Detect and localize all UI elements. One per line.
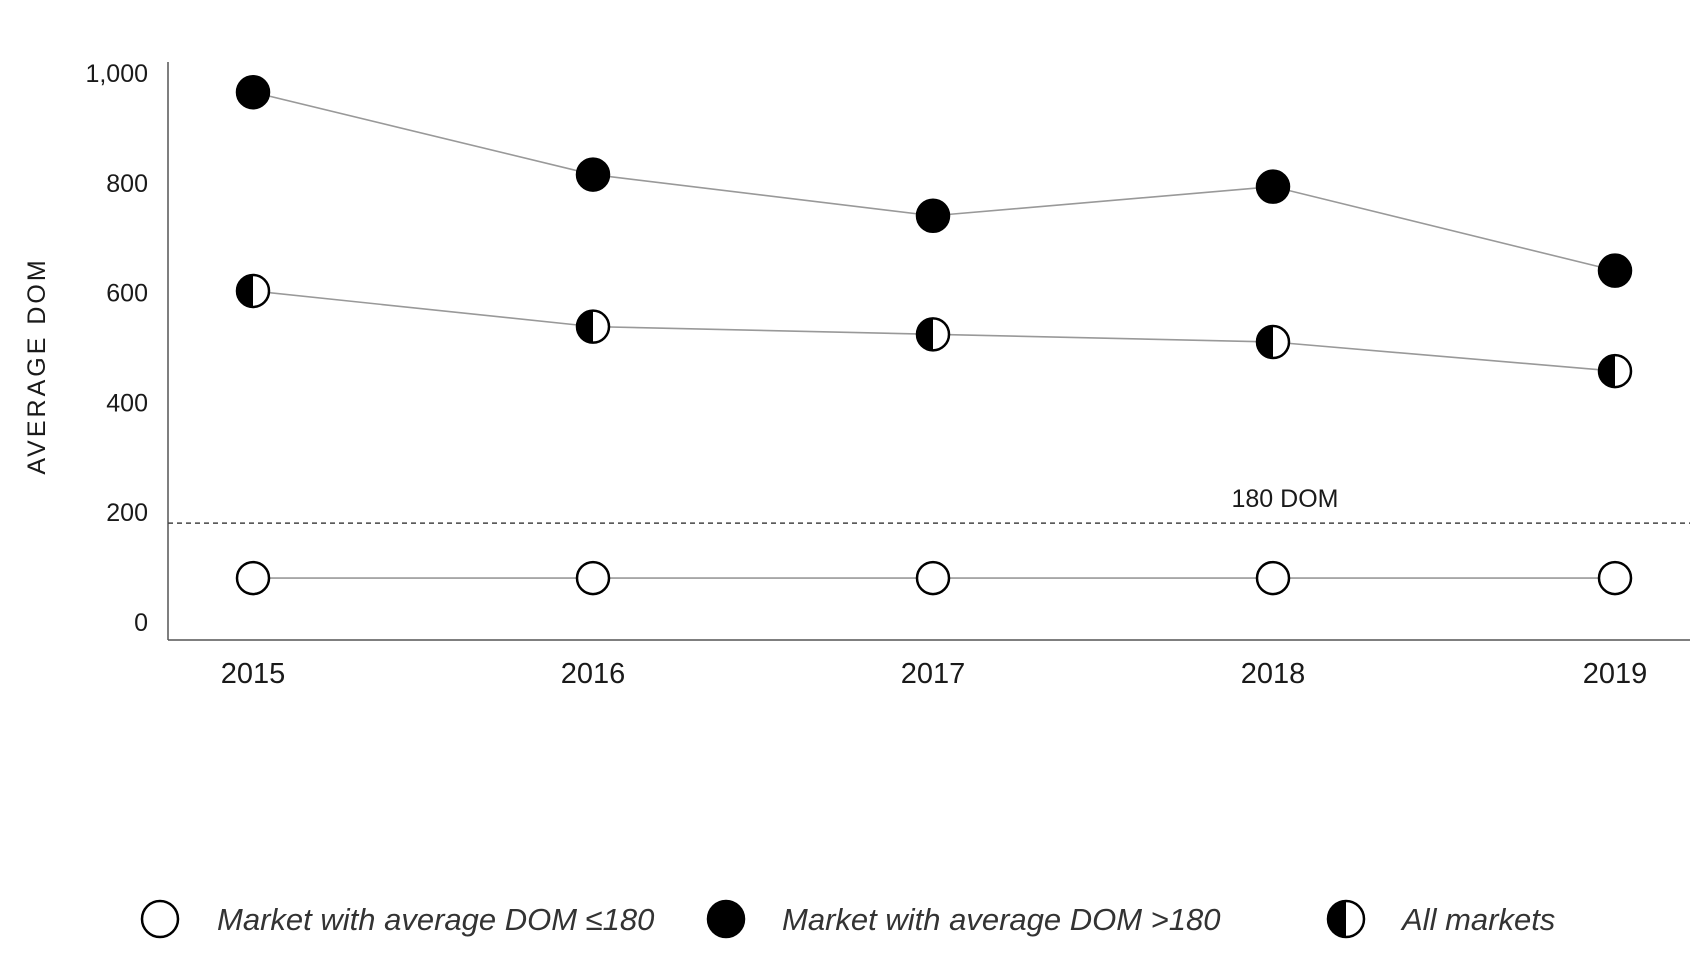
y-axis-label: AVERAGE DOM: [23, 257, 51, 474]
data-point: [235, 560, 271, 596]
legend-marker: [1326, 899, 1366, 939]
data-point: [1255, 324, 1291, 360]
y-tick-label: 400: [106, 389, 148, 417]
legend-label: All markets: [1400, 902, 1555, 937]
data-point: [915, 198, 951, 233]
data-point: [235, 74, 271, 110]
y-tick-label: 1,000: [85, 60, 148, 88]
y-tick-label: 0: [134, 609, 148, 637]
y-tick-label: 800: [106, 170, 148, 198]
data-point: [575, 309, 611, 344]
x-tick-label: 2015: [221, 658, 286, 690]
x-tick-label: 2017: [901, 658, 966, 690]
y-ticks: 0 200 400 600 800 1,000: [85, 60, 148, 637]
x-tick-label: 2019: [1583, 658, 1648, 690]
data-point: [1255, 560, 1291, 596]
x-ticks: 2015 2016 2017 2018 2019: [221, 658, 1648, 690]
y-tick-label: 200: [106, 499, 148, 527]
legend-label: Market with average DOM >180: [782, 902, 1221, 937]
data-point: [1597, 560, 1633, 596]
legend-label: Market with average DOM ≤180: [217, 902, 654, 937]
legend-marker: [706, 899, 746, 939]
y-tick-label: 600: [106, 280, 148, 308]
reference-line-group: 180 DOM: [168, 485, 1690, 524]
series-2: [235, 273, 1633, 389]
data-point: [1255, 169, 1291, 204]
data-point: [575, 157, 611, 192]
data-point: [575, 560, 611, 596]
reference-line-label: 180 DOM: [1232, 485, 1339, 513]
legend-item: Market with average DOM ≤180: [140, 899, 654, 939]
series-layer: [235, 74, 1633, 596]
x-tick-label: 2016: [561, 658, 626, 690]
x-tick-label: 2018: [1241, 658, 1306, 690]
data-point: [915, 317, 951, 352]
series-1: [235, 74, 1633, 288]
data-point: [915, 560, 951, 596]
legend-marker: [140, 899, 180, 939]
legend-item: Market with average DOM >180: [706, 899, 1221, 939]
data-point: [1597, 253, 1633, 288]
series-line: [252, 91, 1616, 272]
series-0: [235, 560, 1633, 596]
data-point: [235, 273, 271, 309]
data-point: [1597, 353, 1633, 389]
y-axis-label-group: AVERAGE DOM: [23, 257, 51, 474]
legend: Market with average DOM ≤180 Market with …: [140, 899, 1555, 939]
legend-item: All markets: [1326, 899, 1555, 939]
